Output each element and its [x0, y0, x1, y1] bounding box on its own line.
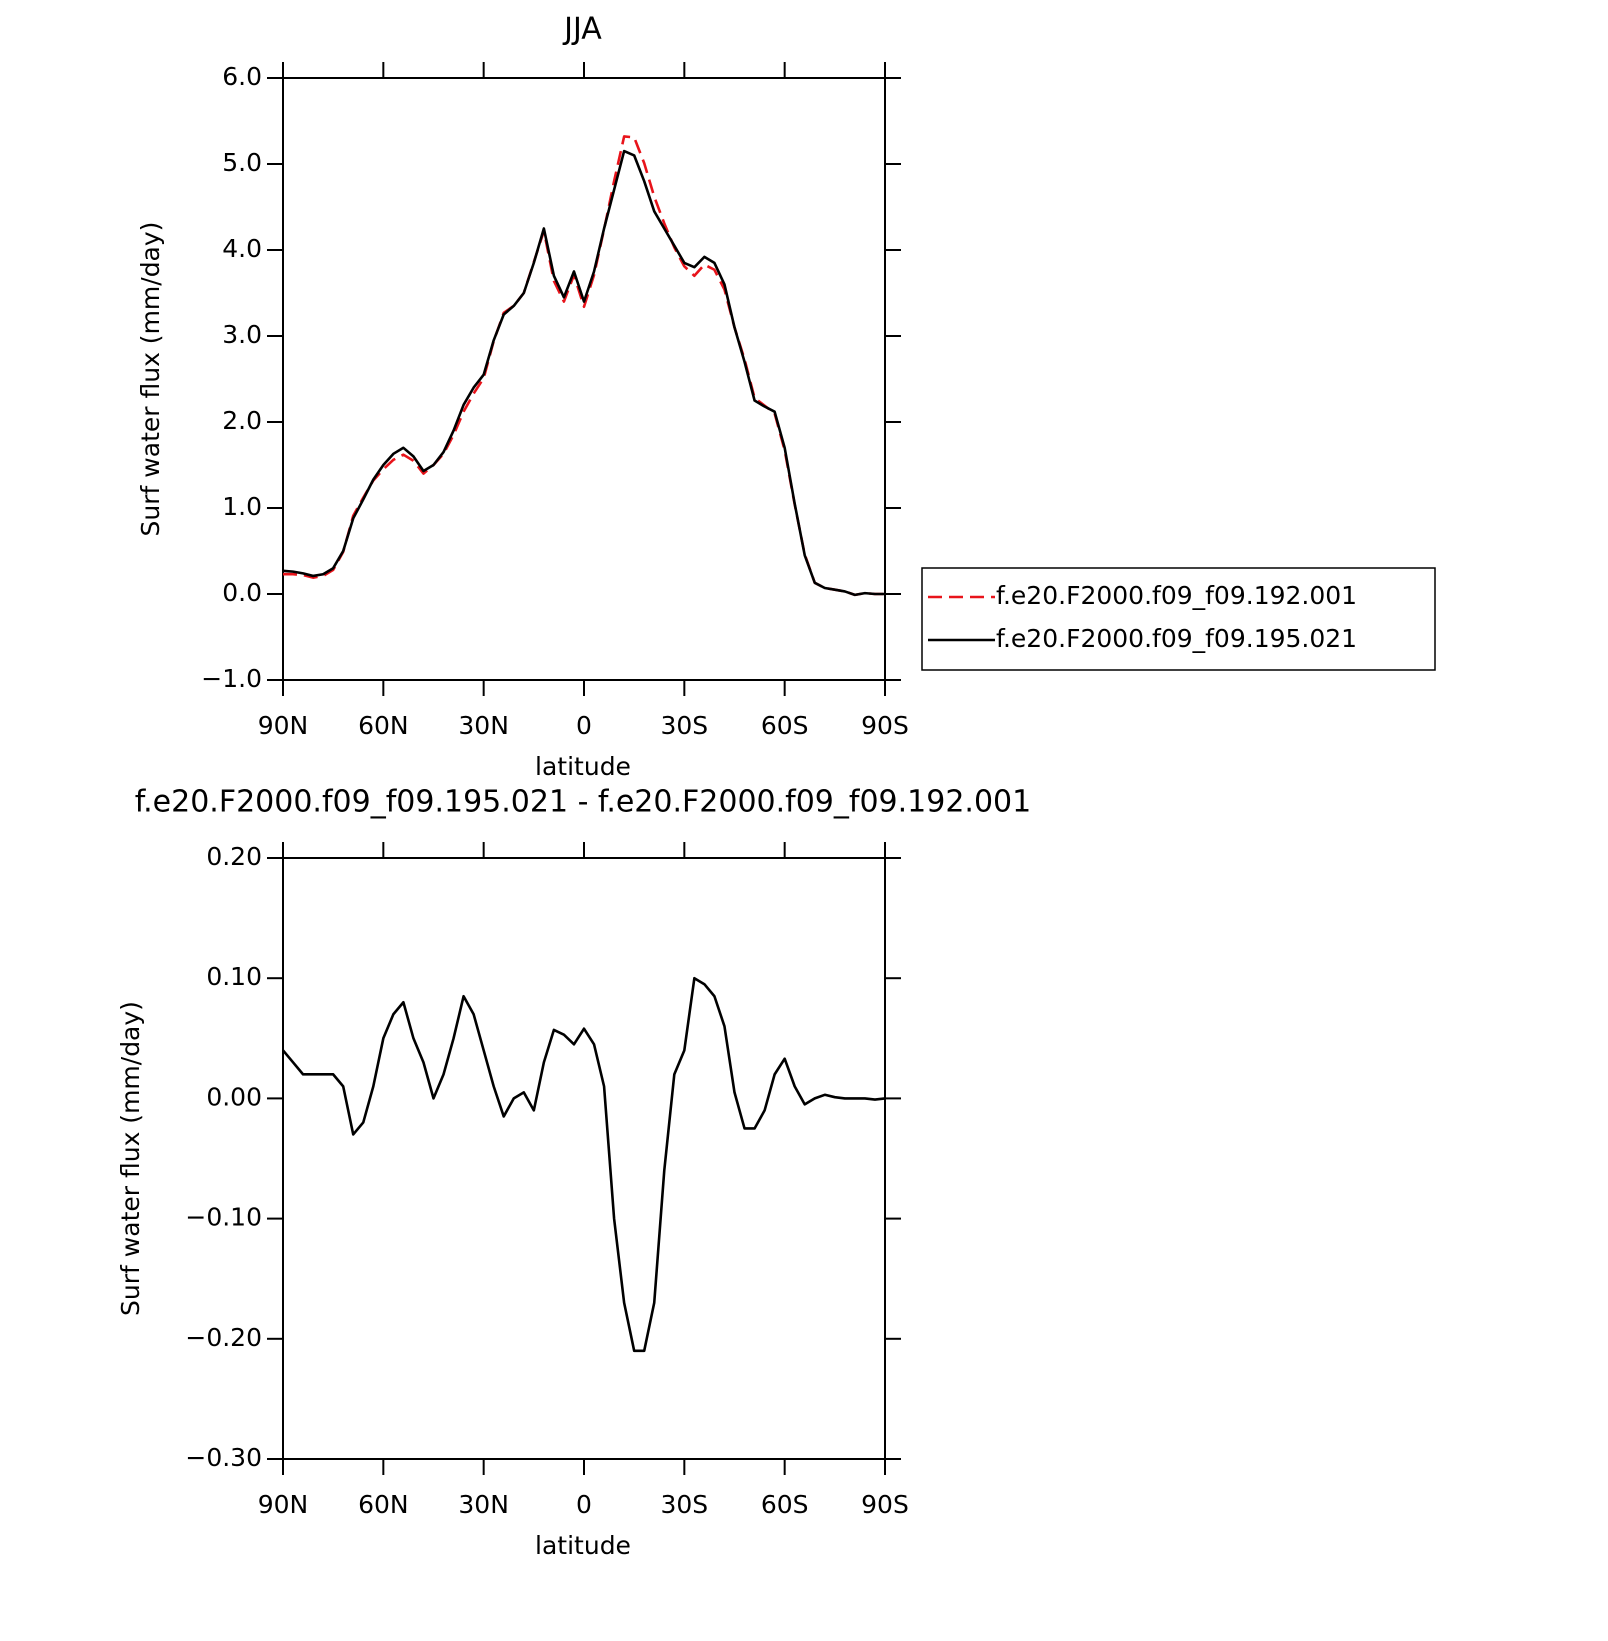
x-tick-label: 30S	[660, 711, 708, 740]
series-line	[282, 976, 886, 1353]
y-axis-label: Surf water flux (mm/day)	[116, 1001, 145, 1316]
x-tick-label: 0	[576, 1490, 592, 1519]
y-tick-label: 0.20	[206, 842, 262, 871]
y-tick-label: −0.30	[185, 1443, 262, 1472]
y-tick-label: 0.0	[222, 578, 262, 607]
y-tick-label: 5.0	[222, 148, 262, 177]
y-axis-label: Surf water flux (mm/day)	[136, 222, 165, 537]
y-tick-label: −0.10	[185, 1203, 262, 1232]
legend-label: f.e20.F2000.f09_f09.192.001	[996, 581, 1357, 610]
legend-label: f.e20.F2000.f09_f09.195.021	[996, 624, 1357, 653]
y-tick-label: 0.10	[206, 962, 262, 991]
y-tick-label: 6.0	[222, 62, 262, 91]
chart-title: JJA	[562, 12, 602, 47]
x-tick-label: 60S	[761, 711, 809, 740]
y-tick-label: −0.20	[185, 1323, 262, 1352]
y-tick-label: 3.0	[222, 320, 262, 349]
y-tick-label: 2.0	[222, 406, 262, 435]
x-tick-label: 60N	[358, 711, 409, 740]
x-tick-label: 90N	[258, 1490, 309, 1519]
y-tick-label: −1.0	[201, 664, 262, 693]
y-tick-label: 1.0	[222, 492, 262, 521]
x-tick-label: 60S	[761, 1490, 809, 1519]
x-axis-label: latitude	[535, 1531, 631, 1560]
x-tick-label: 30N	[458, 711, 509, 740]
x-axis-label: latitude	[535, 752, 631, 781]
legend: f.e20.F2000.f09_f09.192.001 f.e20.F2000.f…	[921, 567, 1436, 671]
x-tick-label: 30S	[660, 1490, 708, 1519]
x-tick-label: 90S	[861, 1490, 909, 1519]
series-line	[282, 149, 885, 597]
x-tick-label: 90N	[258, 711, 309, 740]
plot-frame	[282, 77, 886, 681]
x-tick-label: 0	[576, 711, 592, 740]
chart-title: f.e20.F2000.f09_f09.195.021 - f.e20.F200…	[135, 785, 1031, 820]
x-tick-label: 30N	[458, 1490, 509, 1519]
y-tick-label: 4.0	[222, 234, 262, 263]
y-tick-label: 0.00	[206, 1082, 262, 1111]
x-tick-label: 60N	[358, 1490, 409, 1519]
series-line	[283, 135, 885, 597]
legend-box	[921, 567, 1436, 671]
x-tick-label: 90S	[861, 711, 909, 740]
plot-frame	[282, 857, 886, 1460]
